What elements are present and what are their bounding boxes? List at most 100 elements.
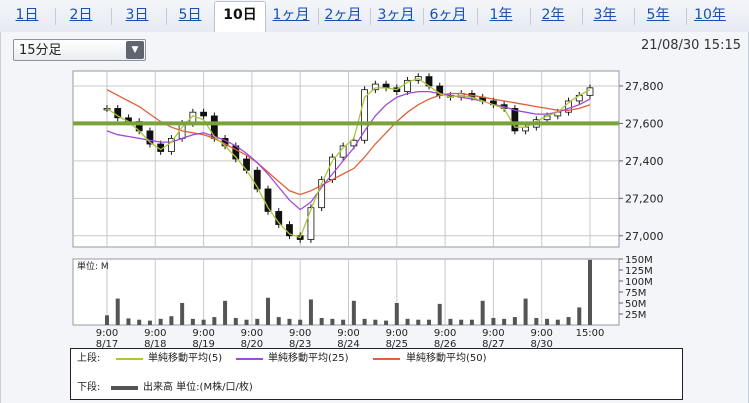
volume-bar (180, 303, 185, 325)
legend-lower-label: 下段: (77, 382, 101, 393)
candle-body (146, 130, 154, 145)
x-tick-date: 8/20 (241, 339, 263, 350)
tab-2-years[interactable]: 2年 (541, 7, 565, 23)
volume-tick-label: 150M (625, 255, 653, 266)
volume-tick-label: 100M (625, 277, 653, 288)
volume-tick-label: 50M (625, 299, 646, 310)
interval-select[interactable]: 15分足 ▼ (13, 39, 146, 61)
volume-bar (373, 319, 378, 325)
volume-bar (502, 318, 507, 325)
x-tick-time: 9:00 (192, 328, 214, 339)
volume-bar (244, 319, 249, 325)
volume-bar (158, 318, 163, 325)
volume-bar (566, 317, 571, 325)
x-tick-time: 9:00 (434, 328, 456, 339)
volume-bar (480, 300, 485, 325)
volume-bar (448, 318, 453, 325)
tab-divider (477, 8, 478, 25)
tab-3-years[interactable]: 3年 (593, 7, 617, 23)
ma5-line-swatch (116, 358, 143, 360)
last-updated-timestamp: 21/08/30 15:15 (641, 38, 741, 53)
x-tick-time: 9:00 (96, 328, 118, 339)
volume-plot-area (72, 258, 620, 326)
tab-5-years[interactable]: 5年 (646, 7, 670, 23)
tab-10-days[interactable]: 10日 (214, 1, 266, 33)
tab-divider (318, 8, 319, 25)
volume-bar (405, 318, 410, 325)
x-tick-time: 9:00 (241, 328, 263, 339)
volume-bar (169, 316, 174, 325)
tab-1-day[interactable]: 1日 (15, 7, 39, 23)
candle-body (307, 207, 315, 240)
volume-bar (137, 319, 142, 325)
volume-bar (588, 259, 592, 325)
tab-6-months[interactable]: 6ヶ月 (429, 7, 467, 23)
candle-body (200, 111, 208, 117)
tab-3-days[interactable]: 3日 (125, 7, 149, 23)
tab-1-month[interactable]: 1ヶ月 (272, 7, 310, 23)
tab-divider (111, 8, 112, 25)
candle-body (565, 100, 572, 113)
x-tick-date: 8/27 (482, 339, 504, 350)
tab-divider (370, 8, 371, 25)
volume-bar (469, 319, 474, 325)
tab-divider (686, 8, 687, 25)
tab-divider (530, 8, 531, 25)
x-tick-date: 8/18 (144, 339, 166, 350)
y-tick-label: 27,800 (625, 80, 664, 93)
volume-unit-label: 単位: M (77, 260, 109, 272)
ma25-line (106, 90, 591, 211)
ma50-line (106, 89, 591, 196)
volume-bar (384, 320, 389, 325)
candle-body (318, 179, 326, 209)
x-tick-time: 9:00 (289, 328, 311, 339)
legend-ma50: 単純移動平均(50) (406, 353, 487, 364)
tab-10-years[interactable]: 10年 (694, 7, 726, 23)
volume-bar (512, 317, 517, 325)
volume-bar (105, 315, 109, 325)
ma25-line-swatch (236, 358, 263, 360)
candle-body (210, 115, 218, 139)
volume-tick-label: 125M (625, 266, 653, 277)
candle-body (167, 138, 175, 152)
x-tick-date: 8/30 (530, 339, 552, 350)
tab-2-months[interactable]: 2ヶ月 (324, 7, 362, 23)
volume-bar (287, 318, 292, 325)
volume-bar (255, 318, 260, 325)
tab-2-days[interactable]: 2日 (69, 7, 93, 23)
volume-bar (266, 297, 270, 325)
y-tick-label: 27,600 (625, 117, 664, 130)
price-plot-area (72, 70, 620, 248)
ma50-line-swatch (373, 358, 400, 360)
volume-bar (308, 299, 313, 325)
x-tick-date: 8/24 (337, 339, 359, 350)
volume-bar (341, 319, 346, 325)
candle-body (361, 89, 369, 141)
x-tick-date: 8/26 (434, 339, 456, 350)
volume-bar (351, 300, 356, 325)
chart-legend: 上段: 単純移動平均(5) 単純移動平均(25) 単純移動平均(50) 下段: … (70, 348, 683, 400)
candle-body (253, 169, 261, 190)
volume-bar (491, 317, 496, 325)
volume-bar (362, 318, 367, 325)
y-tick-label: 27,200 (625, 192, 664, 205)
tab-divider (166, 8, 167, 25)
candle-body (371, 83, 379, 91)
candle-body (511, 108, 519, 132)
legend-lower-row: 下段: 出来高 単位:(M株/口/枚) (71, 381, 682, 395)
candle-body (586, 87, 594, 96)
tab-divider (55, 8, 56, 25)
x-tick-date: 8/23 (289, 339, 311, 350)
tab-5-days[interactable]: 5日 (178, 7, 202, 23)
y-tick-label: 27,000 (625, 230, 664, 243)
tab-1-year[interactable]: 1年 (489, 7, 513, 23)
volume-bar (319, 317, 324, 325)
volume-bar (555, 319, 560, 325)
tab-3-months[interactable]: 3ヶ月 (377, 7, 415, 23)
volume-bar (427, 319, 431, 325)
candle-body (404, 79, 411, 92)
tab-divider (423, 8, 424, 25)
volume-bar (276, 317, 281, 325)
chevron-down-icon[interactable]: ▼ (126, 41, 144, 59)
